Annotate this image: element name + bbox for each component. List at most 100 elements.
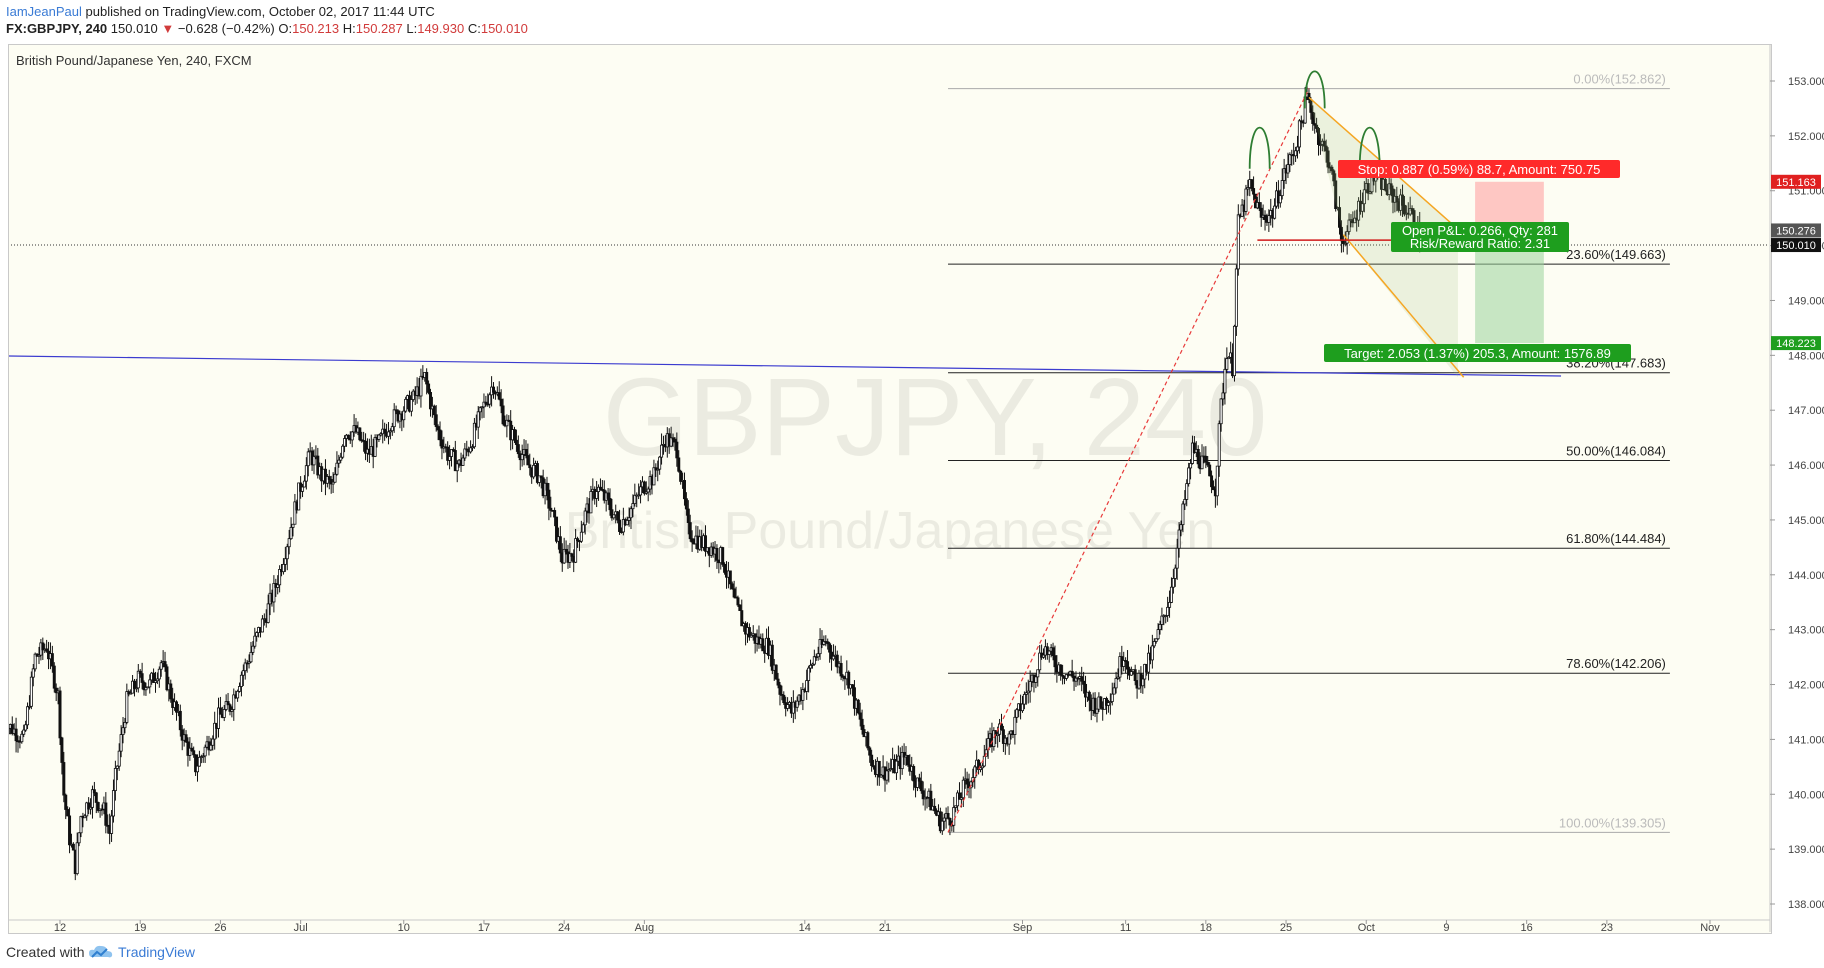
candle-body [1252,188,1256,195]
candle-body [774,664,778,680]
candle-body [440,439,444,449]
candle-body [480,406,484,409]
candle-body [1053,655,1057,668]
candle-body [505,419,509,427]
candle-body [1177,529,1181,549]
candle-body [327,476,331,480]
candle-body [1208,464,1212,477]
candle-body [1147,652,1151,673]
candle-body [22,729,26,735]
candle-body [153,680,157,683]
candle-body [1152,641,1156,647]
trend-line [9,355,1562,377]
candle-body [83,815,87,819]
candle-body [1080,676,1084,682]
candle-body [1001,729,1005,744]
candle-body [633,494,637,504]
candle-body [92,789,96,794]
candle-body [562,548,566,564]
candle-body [1095,708,1099,714]
candle-body [1395,195,1399,203]
candle-body [984,749,988,757]
candle-body [982,755,986,767]
candle-body [1190,442,1194,464]
candle-body [1330,166,1334,172]
candle-body [281,563,285,573]
candle-body [682,480,686,500]
candle-body [373,437,377,457]
time-tick-label: 24 [558,922,570,934]
candle-body [482,401,486,408]
candle-body [232,694,236,710]
watermark-symbol: GBPJPY, 240 [603,356,1268,479]
candle-body [434,414,438,427]
candle-body [276,584,280,588]
time-tick-label: 25 [1280,922,1292,934]
candle-body [1126,661,1130,670]
candle-body [1280,180,1284,197]
candle-body [304,465,308,482]
created-with-text: Created with [6,944,85,960]
fib-anchor-line [947,88,1310,833]
candle-body [887,769,891,772]
candle-body [1064,674,1068,679]
candle-body [973,766,977,778]
close-label: C: [467,21,481,36]
candle-body [738,604,742,611]
candle-body [579,531,583,542]
price-tick-label: 153.000 [1788,76,1824,88]
candle-body [732,588,736,598]
time-tick-label: 26 [214,922,226,934]
candle-body [545,482,549,491]
candle-body [826,641,830,645]
candle-body [669,437,673,447]
candle-body [476,411,480,428]
candle-body [828,643,832,653]
candle-body [644,491,648,494]
candle-body [409,399,413,412]
candle-body [142,682,146,691]
candle-body [1099,696,1103,708]
candle-body [68,815,72,846]
candle-body [499,398,503,407]
price-axis-marker [1771,174,1821,189]
candle-body [1215,465,1219,497]
candle-body [1021,703,1025,712]
candle-body [1332,170,1336,182]
price-axis-marker [1771,223,1821,238]
tradingview-cloud-icon [89,945,113,958]
candle-body [1282,168,1286,181]
candle-body [71,843,75,851]
candle-body [438,429,442,441]
candle-body [625,519,629,526]
candle-body [404,398,408,412]
time-tick-label: 11 [1120,922,1131,934]
candle-body [1173,567,1177,579]
candle-body [631,503,635,510]
candle-body [33,653,37,670]
time-tick-label: 17 [478,922,490,934]
candle-body [1232,325,1236,377]
candle-body [1171,578,1175,588]
fib-level-label: 78.60%(142.206) [1566,656,1666,671]
candle-body [62,762,66,796]
candle-body [954,805,958,808]
price-tick-label: 149.000 [1788,295,1824,307]
candle-body [96,802,100,811]
candle-body [119,734,123,752]
candle-body [809,664,813,669]
candle-body [285,546,289,560]
candle-body [940,820,944,832]
candle-body [673,438,677,443]
candle-body [1338,207,1342,228]
candle-body [87,802,91,810]
author-link[interactable]: IamJeanPaul [6,4,82,19]
price-tick-label: 139.000 [1788,844,1824,856]
tradingview-link[interactable]: TradingView [118,944,196,960]
candle-body [293,501,297,525]
price-axis-marker-label: 150.010 [1776,240,1816,252]
candle-body [684,498,688,510]
candle-body [1278,195,1282,204]
candle-body [146,686,150,689]
